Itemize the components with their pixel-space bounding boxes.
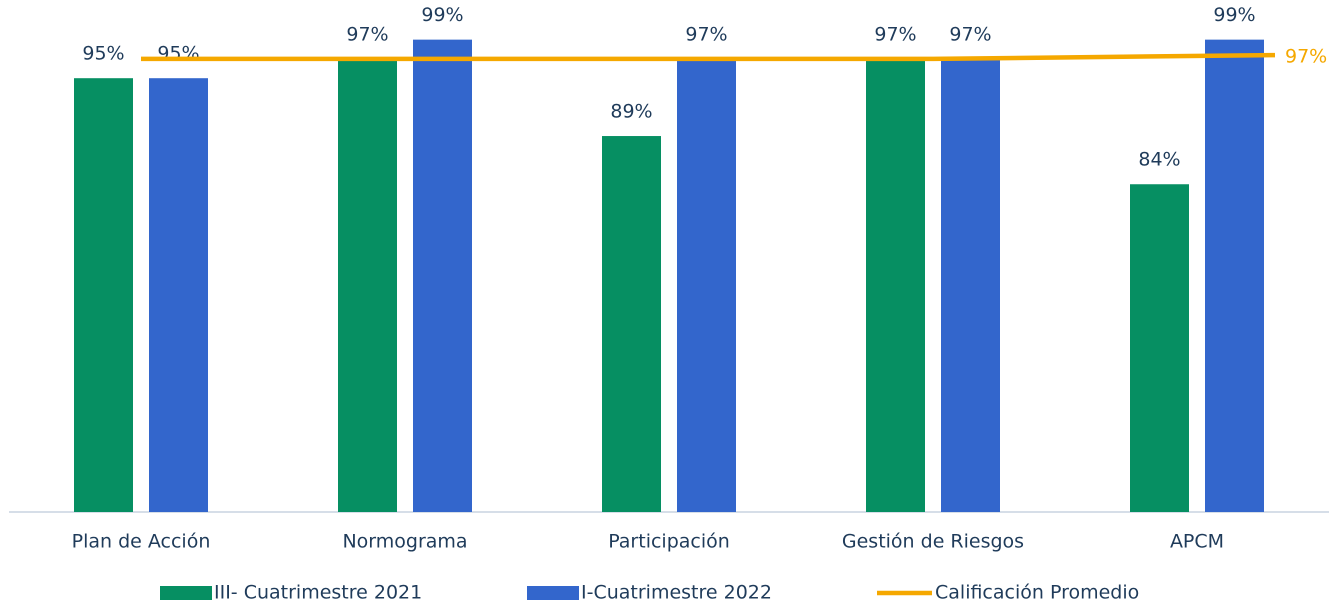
bar bbox=[338, 58, 397, 513]
data-label: 84% bbox=[1138, 149, 1180, 171]
bar bbox=[677, 58, 736, 513]
bar bbox=[602, 136, 661, 513]
data-label: 97% bbox=[949, 23, 991, 45]
bar bbox=[74, 78, 133, 512]
bar bbox=[413, 39, 472, 512]
x-tick-label: APCM bbox=[1170, 531, 1224, 553]
legend-swatch bbox=[527, 586, 579, 600]
legend-swatch bbox=[160, 586, 212, 600]
data-label: 99% bbox=[1213, 4, 1255, 26]
x-tick-label: Participación bbox=[608, 531, 730, 553]
bar bbox=[149, 78, 208, 512]
x-tick-label: Gestión de Riesgos bbox=[842, 531, 1024, 553]
data-label: 97% bbox=[1285, 46, 1327, 68]
bar bbox=[941, 58, 1000, 513]
data-label: 95% bbox=[82, 43, 124, 65]
line bbox=[141, 52, 1276, 62]
legend-label: III- Cuatrimestre 2021 bbox=[214, 582, 422, 604]
bar bbox=[1130, 184, 1189, 513]
data-label: 97% bbox=[874, 23, 916, 45]
legend-label: I-Cuatrimestre 2022 bbox=[581, 582, 772, 604]
data-label: 89% bbox=[610, 101, 652, 123]
bar bbox=[866, 58, 925, 513]
data-label: 97% bbox=[685, 23, 727, 45]
data-label: 95% bbox=[157, 43, 199, 65]
data-label: 99% bbox=[421, 4, 463, 26]
bar bbox=[1205, 39, 1264, 512]
legend-label: Calificación Promedio bbox=[935, 582, 1139, 604]
data-label: 97% bbox=[346, 23, 388, 45]
x-tick-label: Plan de Acción bbox=[72, 531, 211, 553]
x-tick-label: Normograma bbox=[342, 531, 467, 553]
